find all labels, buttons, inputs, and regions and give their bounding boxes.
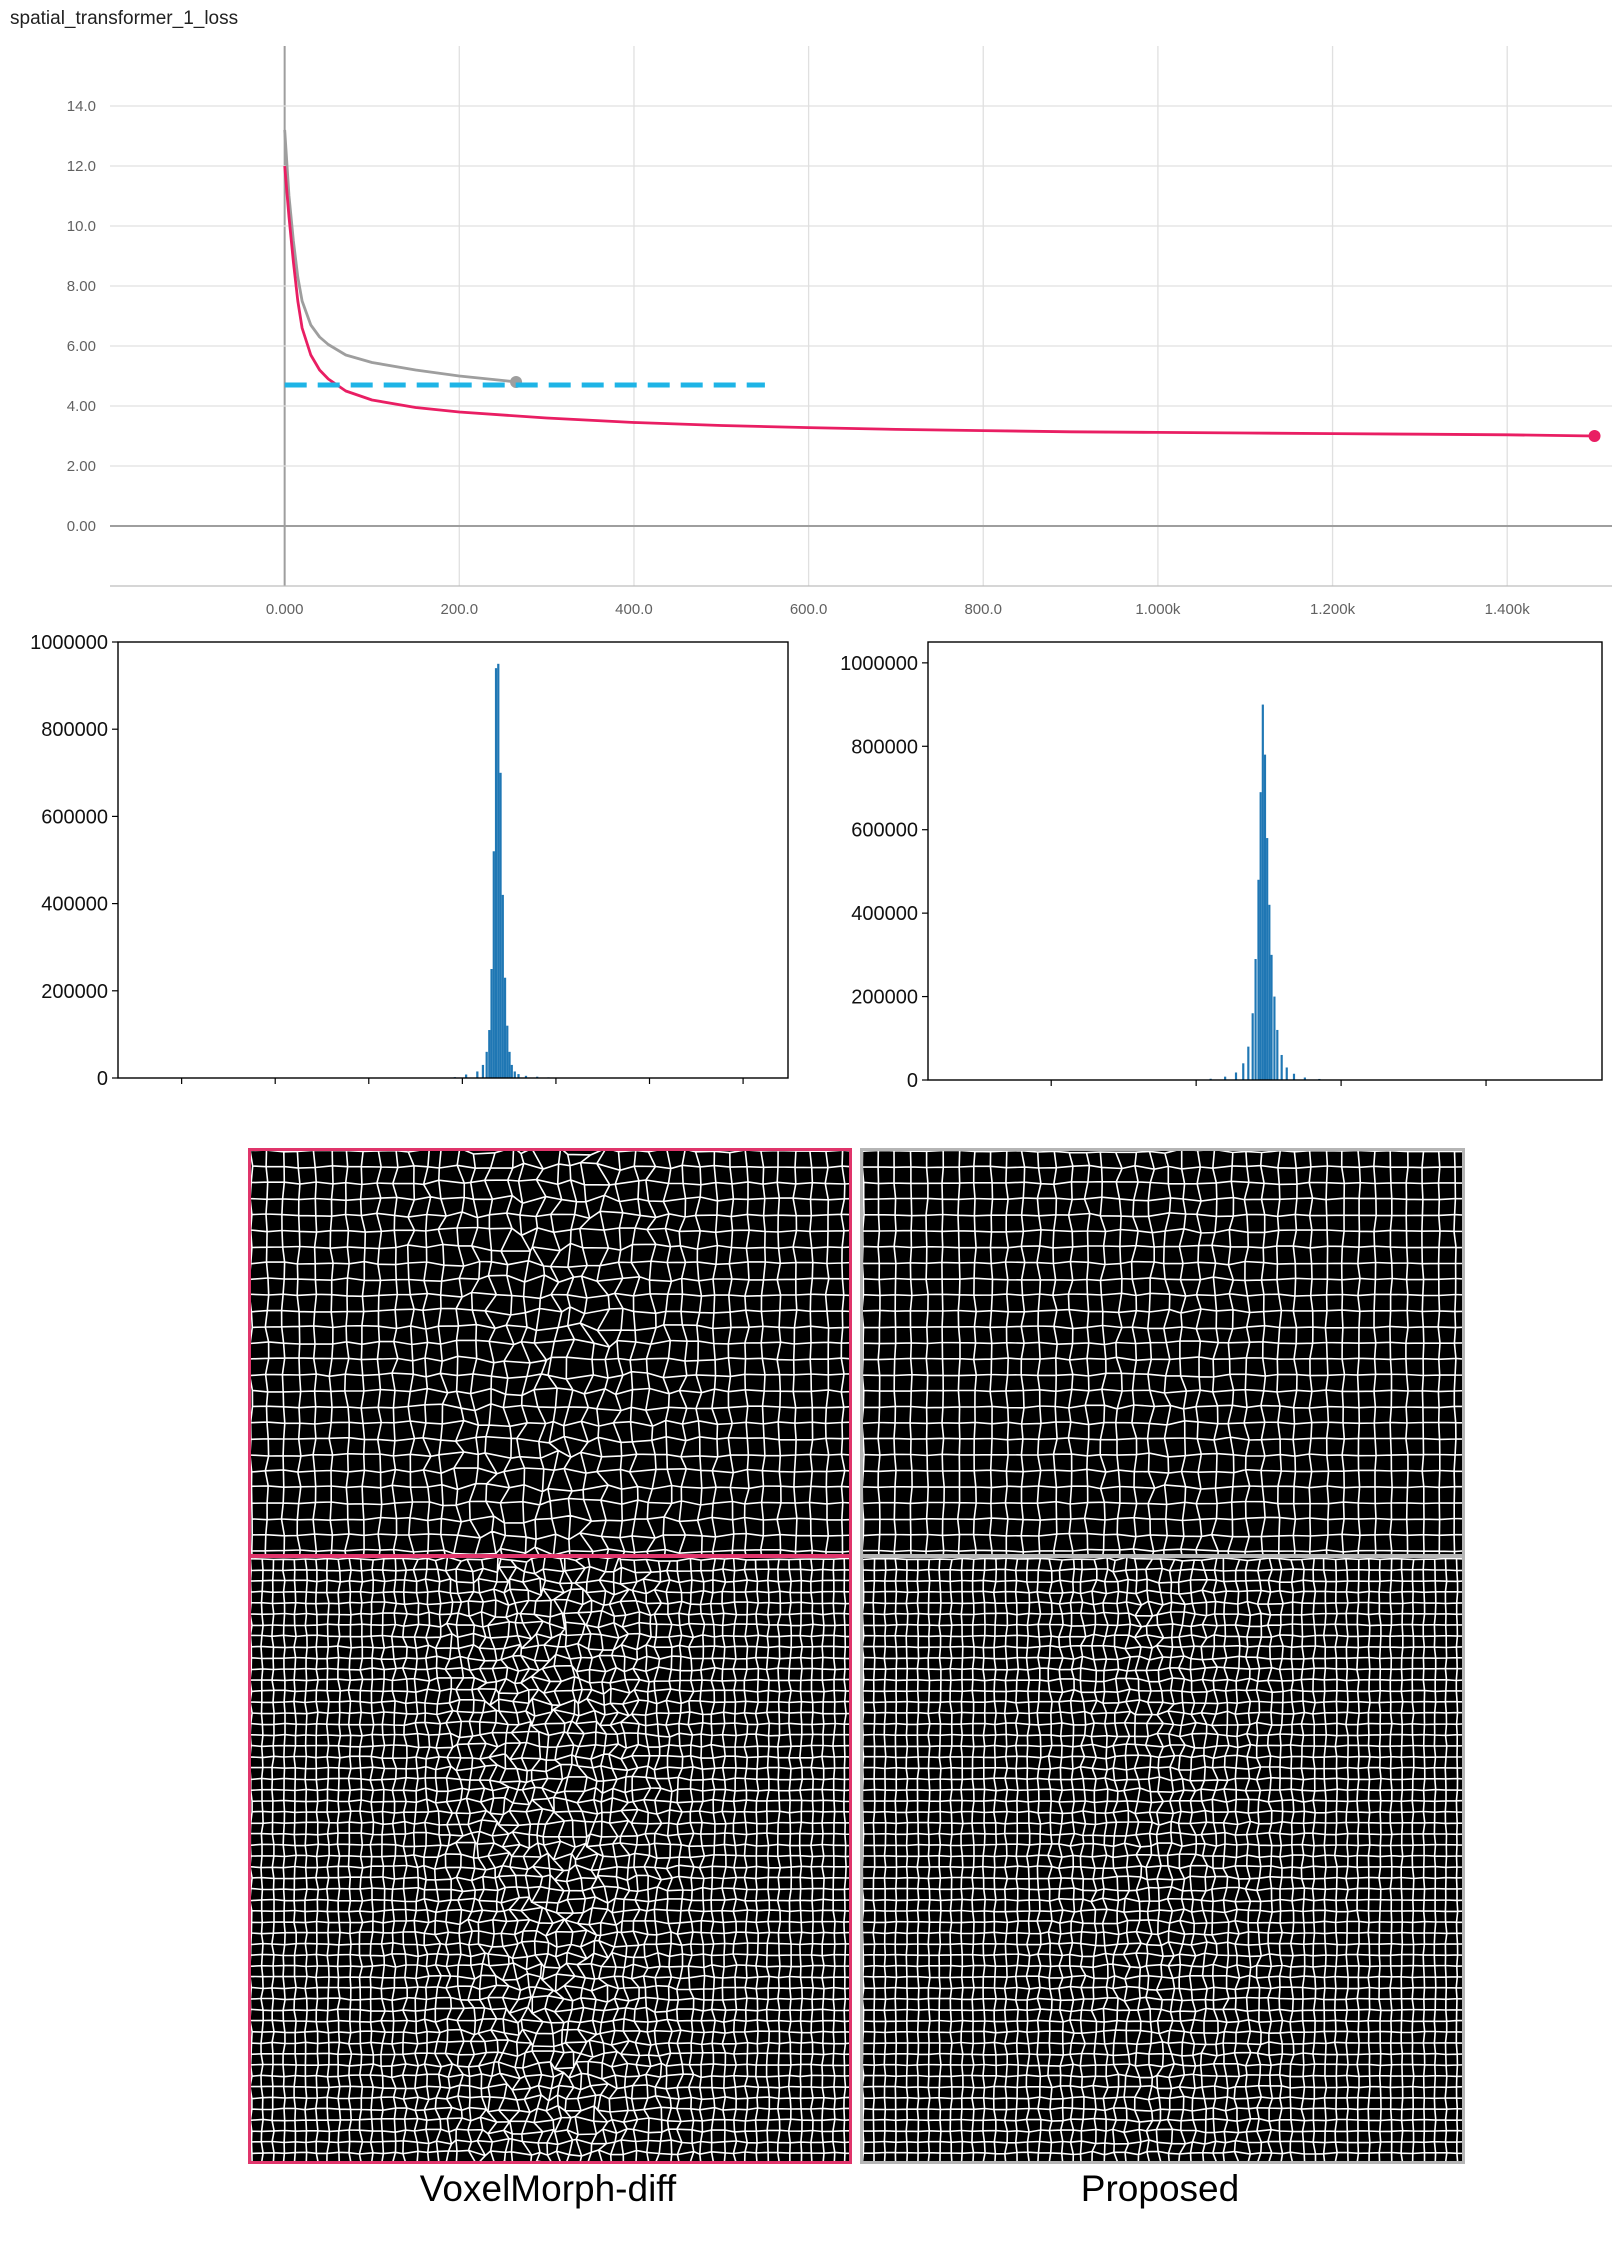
voxelmorph-grid-top <box>248 1148 852 1556</box>
proposed-label: Proposed <box>1080 2168 1240 2209</box>
histogram-bar <box>1266 838 1269 1080</box>
y-tick-label: 800000 <box>41 719 108 741</box>
histogram-bar <box>506 1025 509 1078</box>
x-tick-label: 400.0 <box>615 601 653 618</box>
x-tick-label: 0.000 <box>266 601 304 618</box>
histogram-bar <box>497 663 500 1078</box>
histogram-bar <box>517 1074 520 1078</box>
histogram-bar <box>1261 704 1264 1080</box>
histogram-bar <box>1234 1072 1238 1080</box>
histogram-bar <box>481 1064 485 1078</box>
y-tick-label: 10.0 <box>67 218 96 235</box>
histogram-bar <box>494 668 498 1078</box>
histogram-bar <box>508 1051 511 1078</box>
plot-frame <box>117 641 789 1079</box>
deformation-grid-lines <box>861 1148 1465 1556</box>
x-tick-label: 1.200k <box>1310 601 1356 618</box>
histogram-bar <box>1254 959 1257 1080</box>
loss-series-line-0 <box>283 129 517 384</box>
deformation-grid-lines <box>248 1148 852 1556</box>
y-tick-label: 800000 <box>851 736 918 758</box>
series-end-point-1 <box>1588 430 1601 442</box>
deformation-grid-lines <box>249 1556 852 2164</box>
x-tick-label: 1.000k <box>1135 601 1181 618</box>
proposed-divider <box>860 1554 1465 1558</box>
y-tick-label: 6.00 <box>67 338 96 355</box>
histogram-bar <box>1285 1067 1288 1080</box>
histogram-bar <box>464 1074 468 1078</box>
histogram-bar <box>490 969 493 1078</box>
histogram-bar <box>476 1071 479 1078</box>
deformation-grid-comparison: VoxelMorph-diff Proposed <box>248 1148 1465 2216</box>
histogram-right: −202402000004000006000008000001000000 <box>840 641 1603 1090</box>
histogram-bar <box>503 977 507 1078</box>
loss-line-chart: 0.000 200.0 400.0 600.0 800.0 1.000k 1.200k 1.4… <box>67 46 1612 618</box>
x-tick-label: 600.0 <box>790 601 828 618</box>
histogram-bar <box>1251 1013 1254 1080</box>
histogram-bar <box>492 851 495 1078</box>
histogram-bar <box>524 1075 528 1078</box>
histogram-bar <box>488 1030 491 1078</box>
y-tick-label: 2.00 <box>67 458 96 475</box>
x-tick-label: 1.400k <box>1485 601 1531 618</box>
histogram-bar <box>1247 1046 1250 1080</box>
y-tick-label: 600000 <box>41 806 108 828</box>
histogram-bar <box>1242 1063 1245 1080</box>
y-tick-label: 200000 <box>851 987 918 1009</box>
y-tick-label: 400000 <box>851 903 918 925</box>
y-tick-label: 8.00 <box>67 278 96 295</box>
y-tick-label: 0 <box>97 1068 108 1090</box>
voxelmorph-grid-bottom <box>248 1556 852 2164</box>
histogram-bar <box>510 1064 513 1078</box>
histogram-left: −7.5−5.0−2.50.02.55.07.50200000400000600… <box>30 632 789 1090</box>
loss-series-line-1 <box>283 165 1595 438</box>
y-tick-label: 1000000 <box>840 653 918 675</box>
y-tick-label: 4.00 <box>67 398 96 415</box>
histogram-bar <box>1259 792 1262 1080</box>
histogram-bar <box>1303 1077 1306 1080</box>
histogram-bar <box>1263 754 1267 1080</box>
histogram-bar <box>1292 1073 1296 1080</box>
y-tick-label: 0.00 <box>67 518 96 535</box>
histogram-bar <box>1276 1029 1279 1080</box>
histogram-bar <box>1280 1054 1283 1080</box>
histogram-bar <box>1257 879 1260 1080</box>
y-tick-label: 14.0 <box>67 98 96 115</box>
proposed-grid-bottom <box>860 1556 1465 2164</box>
histogram-bar <box>513 1071 516 1078</box>
histogram-bar <box>501 894 504 1078</box>
histogram-bar <box>499 772 502 1078</box>
y-tick-label: 0 <box>907 1070 918 1090</box>
histogram-bar <box>1270 954 1273 1080</box>
x-tick-label: 800.0 <box>964 601 1002 618</box>
loss-chart-title: spatial_transformer_1_loss <box>10 8 239 29</box>
histogram-bar <box>1273 996 1276 1080</box>
y-tick-label: 400000 <box>41 894 108 916</box>
histogram-bar <box>1224 1076 1227 1080</box>
y-tick-label: 1000000 <box>30 632 108 654</box>
histogram-bar <box>1268 904 1271 1080</box>
deformation-grid-lines <box>861 1556 1465 2164</box>
plot-frame <box>927 641 1603 1081</box>
voxelmorph-label: VoxelMorph-diff <box>419 2168 677 2209</box>
y-tick-label: 600000 <box>851 820 918 842</box>
x-tick-label: 200.0 <box>441 601 479 618</box>
voxelmorph-divider <box>248 1554 852 1558</box>
y-tick-label: 200000 <box>41 981 108 1003</box>
histogram-bar <box>485 1051 488 1078</box>
y-tick-label: 12.0 <box>67 158 96 175</box>
proposed-grid-top <box>860 1148 1465 1556</box>
